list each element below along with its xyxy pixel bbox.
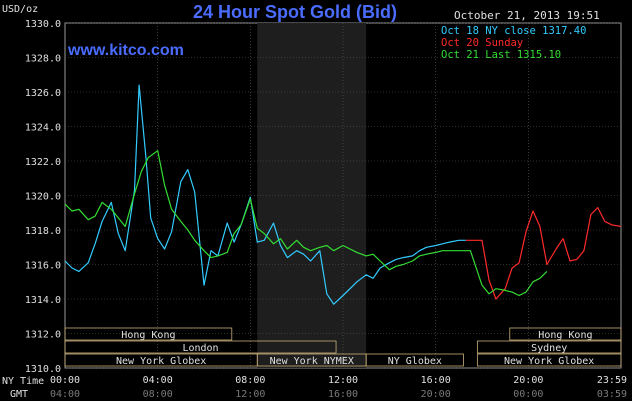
y-tick-label: 1320.0 xyxy=(25,192,61,203)
session-label: NY Globex xyxy=(388,356,442,367)
legend: Oct 18 NY close 1317.40 Oct 20 Sunday Oc… xyxy=(441,25,586,61)
x-tick-ny: 16:00 xyxy=(421,375,451,386)
session-box xyxy=(509,327,622,341)
y-tick-label: 1312.0 xyxy=(25,330,61,341)
x-tick-ny: 20:00 xyxy=(513,375,543,386)
session-box xyxy=(365,353,464,367)
session-label: Hong Kong xyxy=(538,330,592,341)
session-label: New York Globex xyxy=(504,356,594,367)
legend-item-oct21: Oct 21 Last 1315.10 xyxy=(441,49,561,61)
legend-item-oct18: Oct 18 NY close 1317.40 xyxy=(441,25,586,37)
session-label: New York NYMEX xyxy=(270,356,354,367)
y-tick-label: 1326.0 xyxy=(25,88,61,99)
session-box xyxy=(64,340,337,354)
y-tick-label: 1314.0 xyxy=(25,295,61,306)
price-lines xyxy=(64,84,621,305)
grid xyxy=(65,22,621,369)
x-tick-ny: 23:59 xyxy=(597,375,627,386)
legend-item-oct20: Oct 20 Sunday xyxy=(441,37,523,49)
session-box xyxy=(476,353,622,367)
y-tick-label: 1328.0 xyxy=(25,54,61,65)
watermark: www.kitco.com xyxy=(67,42,184,59)
chart-title: 24 Hour Spot Gold (Bid) xyxy=(193,2,397,22)
y-tick-label: 1324.0 xyxy=(25,123,61,134)
y-tick-label: 1322.0 xyxy=(25,157,61,168)
timestamp: October 21, 2013 19:51 xyxy=(454,9,600,22)
x-tick-gmt: 08:00 xyxy=(143,389,173,400)
y-ticks: 1310.0 1312.0 1314.0 1316.0 1318.0 1320.0 1322… xyxy=(25,19,61,375)
x-tick-ny: 04:00 xyxy=(143,375,173,386)
y-tick-label: 1330.0 xyxy=(25,19,61,30)
session-label: London xyxy=(182,343,218,354)
x-tick-gmt: 20:00 xyxy=(421,389,451,400)
session-label: Sydney xyxy=(531,343,567,354)
session-box xyxy=(64,327,233,341)
x-tick-ny: 00:00 xyxy=(50,375,80,386)
x-tick-ny: 08:00 xyxy=(235,375,265,386)
x-tick-gmt: 00:00 xyxy=(513,389,543,400)
session-box xyxy=(476,340,622,354)
market-sessions: Hong Kong London New York Globex New York N… xyxy=(64,327,622,367)
x-tick-gmt: 04:00 xyxy=(50,389,80,400)
x-ticks: 00:00 04:00 04:00 08:00 08:00 12:00 12:00 16:00… xyxy=(50,375,627,400)
x-axis-gmt-label: GMT xyxy=(10,389,28,400)
series-line-1 xyxy=(465,207,621,300)
y-axis-label: USD/oz xyxy=(2,4,38,15)
x-tick-ny: 12:00 xyxy=(328,375,358,386)
x-axis-ny-label: NY Time xyxy=(2,376,44,387)
session-label: Hong Kong xyxy=(121,330,175,341)
y-tick-label: 1310.0 xyxy=(25,364,61,375)
y-tick-label: 1318.0 xyxy=(25,226,61,237)
y-tick-label: 1316.0 xyxy=(25,261,61,272)
x-tick-gmt: 12:00 xyxy=(235,389,265,400)
x-tick-gmt: 03:59 xyxy=(597,389,627,400)
x-tick-gmt: 16:00 xyxy=(328,389,358,400)
session-label: New York Globex xyxy=(116,356,206,367)
series-line-2 xyxy=(64,150,548,297)
